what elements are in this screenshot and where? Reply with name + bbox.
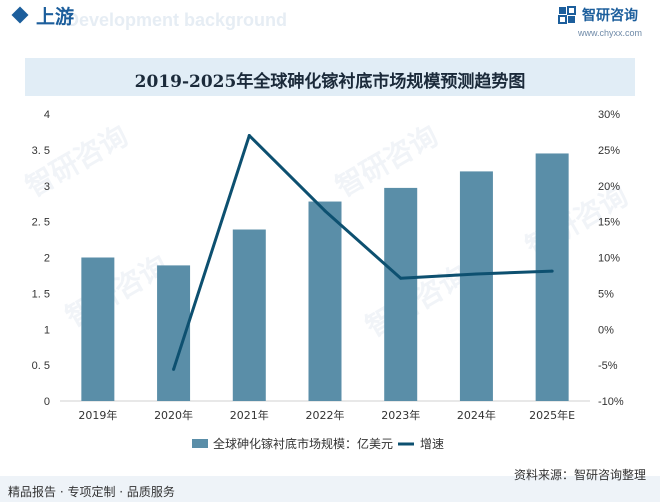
x-axis-tick-label: 2023年 <box>381 408 420 422</box>
legend-label-line: 增速 <box>420 437 444 451</box>
right-axis-tick-label: 15% <box>598 217 620 229</box>
chart-title: 2019-2025年全球砷化镓衬底市场规模预测趋势图 <box>134 72 526 92</box>
bar <box>81 257 115 401</box>
bar <box>308 201 342 401</box>
growth-line <box>172 134 553 370</box>
footer-band <box>0 476 660 502</box>
right-axis-tick-label: 20% <box>598 181 620 193</box>
logo-url: www.chyxx.com <box>577 28 642 38</box>
footer-tagline: 精品报告 · 专项定制 · 品质服务 <box>8 485 175 499</box>
section-header: Development background 上游 智研咨询 www.chyxx… <box>0 0 660 40</box>
left-axis-tick-label: 0. 5 <box>32 360 50 372</box>
x-axis-tick-label: 2021年 <box>230 408 269 422</box>
diamond-icon <box>11 6 29 24</box>
line-point <box>323 209 327 213</box>
bar <box>535 153 569 401</box>
x-axis-tick-label: 2019年 <box>78 408 117 422</box>
right-axis-tick-label: -5% <box>598 360 618 372</box>
left-axis-tick-label: 1. 5 <box>32 288 50 300</box>
x-axis-tick-label: 2025年E <box>529 408 575 422</box>
line-point <box>172 367 176 371</box>
line-point <box>550 269 554 273</box>
left-axis-tick-label: 3 <box>44 181 50 193</box>
right-axis-tick-label: 30% <box>598 109 620 121</box>
x-axis-tick-label: 2022年 <box>306 408 345 422</box>
bar <box>384 187 418 401</box>
right-axis-tick-label: 5% <box>598 288 614 300</box>
left-axis-tick-label: 1 <box>44 324 50 336</box>
right-axis-tick-label: 0% <box>598 324 614 336</box>
section-subtitle: Development background <box>66 10 288 30</box>
legend-swatch-bar <box>192 439 208 448</box>
right-axis-tick-label: 10% <box>598 253 620 265</box>
bar <box>459 171 493 401</box>
footer-source: 资料来源：智研咨询整理 <box>513 468 646 482</box>
section-title: 上游 <box>36 6 75 28</box>
x-axis-tick-label: 2020年 <box>154 408 193 422</box>
logo-text: 智研咨询 <box>582 8 638 24</box>
combo-chart: 0 0. 5 1 1. 5 2 2. 5 3 3. 5 4 -10% -5% 0% 5% 10% 15% 20… <box>32 109 624 451</box>
left-axis-tick-label: 0 <box>44 396 50 408</box>
chart-title-bar: 2019-2025年全球砷化镓衬底市场规模预测趋势图 <box>25 58 635 96</box>
line-point <box>247 134 251 138</box>
brand-logo: 智研咨询 <box>558 5 638 25</box>
left-axis-tick-label: 3. 5 <box>32 145 50 157</box>
bar <box>232 229 266 401</box>
legend-label-bar: 全球砷化镓衬底市场规模：亿美元 <box>213 436 393 451</box>
logo-icon <box>558 6 576 24</box>
right-axis-tick-label: 25% <box>598 145 620 157</box>
line-point <box>474 272 478 276</box>
left-axis-tick-label: 4 <box>44 109 50 121</box>
left-axis-tick-label: 2. 5 <box>32 217 50 229</box>
right-axis-tick-label: -10% <box>598 396 624 408</box>
left-axis-tick-label: 2 <box>44 253 50 265</box>
line-point <box>399 276 403 280</box>
x-axis-tick-label: 2024年 <box>457 408 496 422</box>
